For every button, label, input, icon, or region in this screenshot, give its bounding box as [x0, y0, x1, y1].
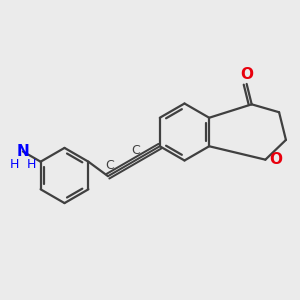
Text: O: O	[240, 67, 253, 82]
Text: C: C	[131, 144, 140, 157]
Text: H: H	[10, 158, 19, 171]
Text: O: O	[269, 152, 282, 167]
Text: H: H	[27, 158, 36, 171]
Text: C: C	[105, 159, 114, 172]
Text: N: N	[16, 144, 29, 159]
